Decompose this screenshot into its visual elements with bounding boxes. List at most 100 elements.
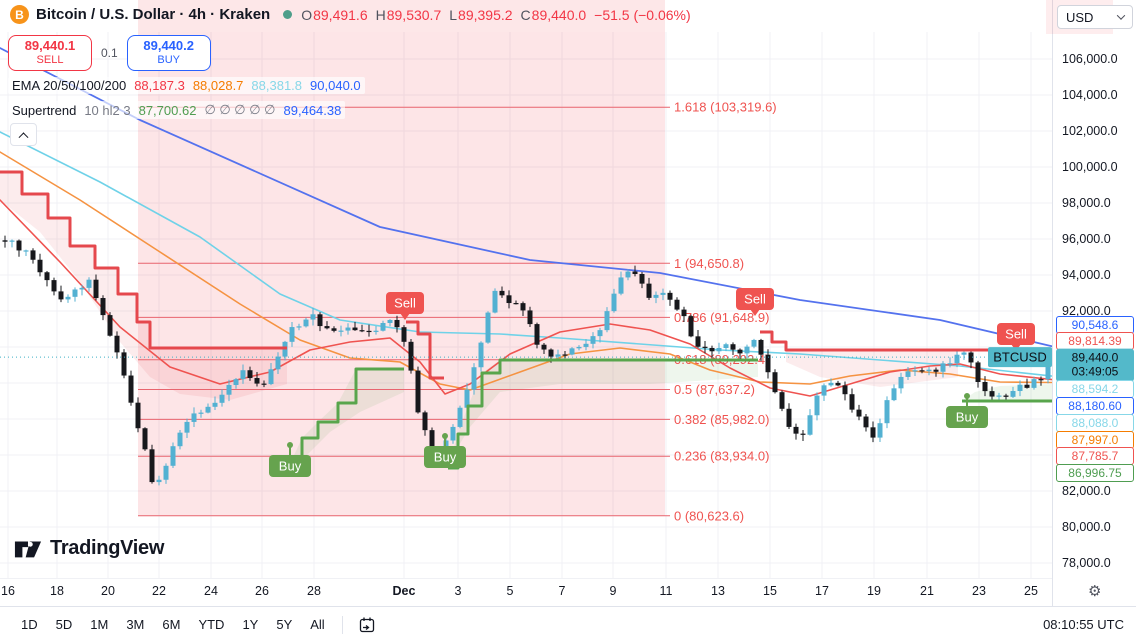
buy-button[interactable]: 89,440.2 BUY [126, 35, 211, 71]
collapse-legend-button[interactable] [10, 123, 37, 146]
candle-body [968, 352, 974, 363]
candle-body [835, 382, 841, 386]
candle-body [51, 280, 57, 292]
tradingview-logo-text: TradingView [50, 537, 165, 559]
candle-body [590, 336, 596, 344]
supertrend-line [406, 320, 444, 380]
ema50-value: 88,028.7 [192, 78, 244, 93]
candle-body [681, 309, 687, 317]
candle-body [660, 292, 666, 295]
buy-signal-bubble[interactable] [424, 446, 466, 468]
time-tick-label: 18 [50, 584, 64, 598]
candle-body [149, 449, 155, 483]
range-button-1y[interactable]: 1Y [242, 617, 259, 632]
candle-body [527, 310, 533, 325]
candle-body [58, 291, 64, 300]
candle-body [919, 370, 925, 372]
candle-body [184, 421, 190, 433]
ema-legend[interactable]: EMA 20/50/100/200 88,187.3 88,028.7 88,3… [8, 77, 365, 94]
candle-body [492, 290, 498, 313]
signal-label: Sell [1005, 327, 1027, 342]
chart-canvas[interactable]: 1.618 (103,319.6) 1 (94,650.8) 0.786 (91,6… [0, 32, 1052, 578]
range-button-3m[interactable]: 3M [126, 617, 145, 632]
candle-body [408, 341, 414, 371]
candle-body [856, 409, 862, 417]
sell-signal-bubble[interactable] [736, 288, 774, 310]
clock-utc[interactable]: 08:10:55 UTC [1043, 617, 1124, 632]
range-button-all[interactable]: All [310, 617, 325, 632]
buy-signal-bubble[interactable] [946, 406, 988, 428]
candle-body [975, 362, 981, 382]
candle-body [1017, 384, 1023, 392]
sell-signal-bubble[interactable] [386, 292, 424, 314]
price-axis[interactable]: USD 106,000.0 104,000.0 102,000.0 100,000.0… [1046, 0, 1136, 606]
order-panel: 89,440.1 SELL 0.1 89,440.2 BUY [8, 35, 211, 71]
candle-body [394, 319, 400, 328]
candle-body [751, 339, 757, 347]
candle-body [233, 379, 239, 385]
supertrend-band [786, 350, 958, 387]
tradingview-logo[interactable]: TradingView [14, 537, 164, 560]
ema100-value: 88,381.8 [251, 78, 303, 93]
range-button-5d[interactable]: 5D [55, 617, 73, 632]
candle-body [611, 293, 617, 312]
range-button-1d[interactable]: 1D [21, 617, 38, 632]
candle-body [44, 272, 50, 281]
candle-body [499, 290, 505, 296]
supertrend-line [290, 367, 404, 466]
price-level-label: 87,785.7 [1056, 447, 1134, 465]
candle-body [23, 250, 29, 252]
candle-body [695, 336, 701, 347]
sell-marker-pointer [750, 309, 760, 316]
range-button-6m[interactable]: 6M [162, 617, 181, 632]
market-status-dot[interactable] [283, 10, 293, 19]
candle-body [709, 347, 715, 352]
candle-body [387, 319, 393, 323]
candle-body [842, 385, 848, 395]
calendar-icon [359, 617, 374, 632]
go-to-date-button[interactable] [351, 613, 383, 637]
price-tick-label: 92,000.0 [1062, 304, 1111, 318]
candle-body [16, 240, 22, 251]
candle-body [163, 465, 169, 480]
buy-signal-bubble[interactable] [269, 455, 311, 477]
range-button-1m[interactable]: 1M [90, 617, 109, 632]
candle-body [765, 354, 771, 373]
price-tick-label: 82,000.0 [1062, 484, 1111, 498]
candle-body [191, 413, 197, 422]
price-tick-label: 104,000.0 [1062, 88, 1118, 102]
candle-body [324, 326, 330, 329]
time-tick-label: 24 [204, 584, 218, 598]
sell-button[interactable]: 89,440.1 SELL [8, 35, 92, 71]
candle-body [114, 335, 120, 353]
candle-body [520, 303, 526, 311]
candle-body [730, 344, 736, 350]
sell-signal-bubble[interactable] [997, 323, 1035, 345]
range-button-ytd[interactable]: YTD [198, 617, 225, 632]
supertrend-band [962, 384, 1052, 401]
candle-body [464, 389, 470, 408]
symbol-title[interactable]: Bitcoin / U.S. Dollar · 4h · Kraken [36, 6, 271, 23]
range-button-5y[interactable]: 5Y [276, 617, 293, 632]
time-tick-label: 26 [255, 584, 269, 598]
candle-body [702, 346, 708, 348]
candle-body [1031, 379, 1037, 388]
supertrend-legend[interactable]: Supertrend 10 hl2 3 87,700.62 ∅ ∅ ∅ ∅ ∅ … [8, 101, 346, 119]
candle-body [331, 328, 337, 331]
time-tick-label: 25 [1024, 584, 1038, 598]
ema20-value: 88,187.3 [134, 78, 185, 93]
fib-label: 1.618 (103,319.6) [674, 100, 777, 115]
candle-body [786, 408, 792, 427]
candle-body [247, 370, 253, 379]
axis-settings-gear-icon[interactable]: ⚙ [1088, 583, 1102, 600]
time-axis[interactable]: 16 18 20 22 24 26 28 Dec 3 5 7 9 11 13 15 17 19 21 23 25 [0, 578, 1052, 606]
candle-body [198, 412, 204, 414]
time-tick-label: 28 [307, 584, 321, 598]
supertrend-legend-title: Supertrend [12, 102, 77, 118]
supertrend-line [760, 330, 1052, 352]
supertrend-band [290, 369, 404, 464]
currency-dropdown[interactable]: USD [1057, 5, 1133, 29]
price-level-label: 89,814.39 [1056, 332, 1134, 350]
candle-body [891, 388, 897, 401]
candle-body [401, 327, 407, 342]
